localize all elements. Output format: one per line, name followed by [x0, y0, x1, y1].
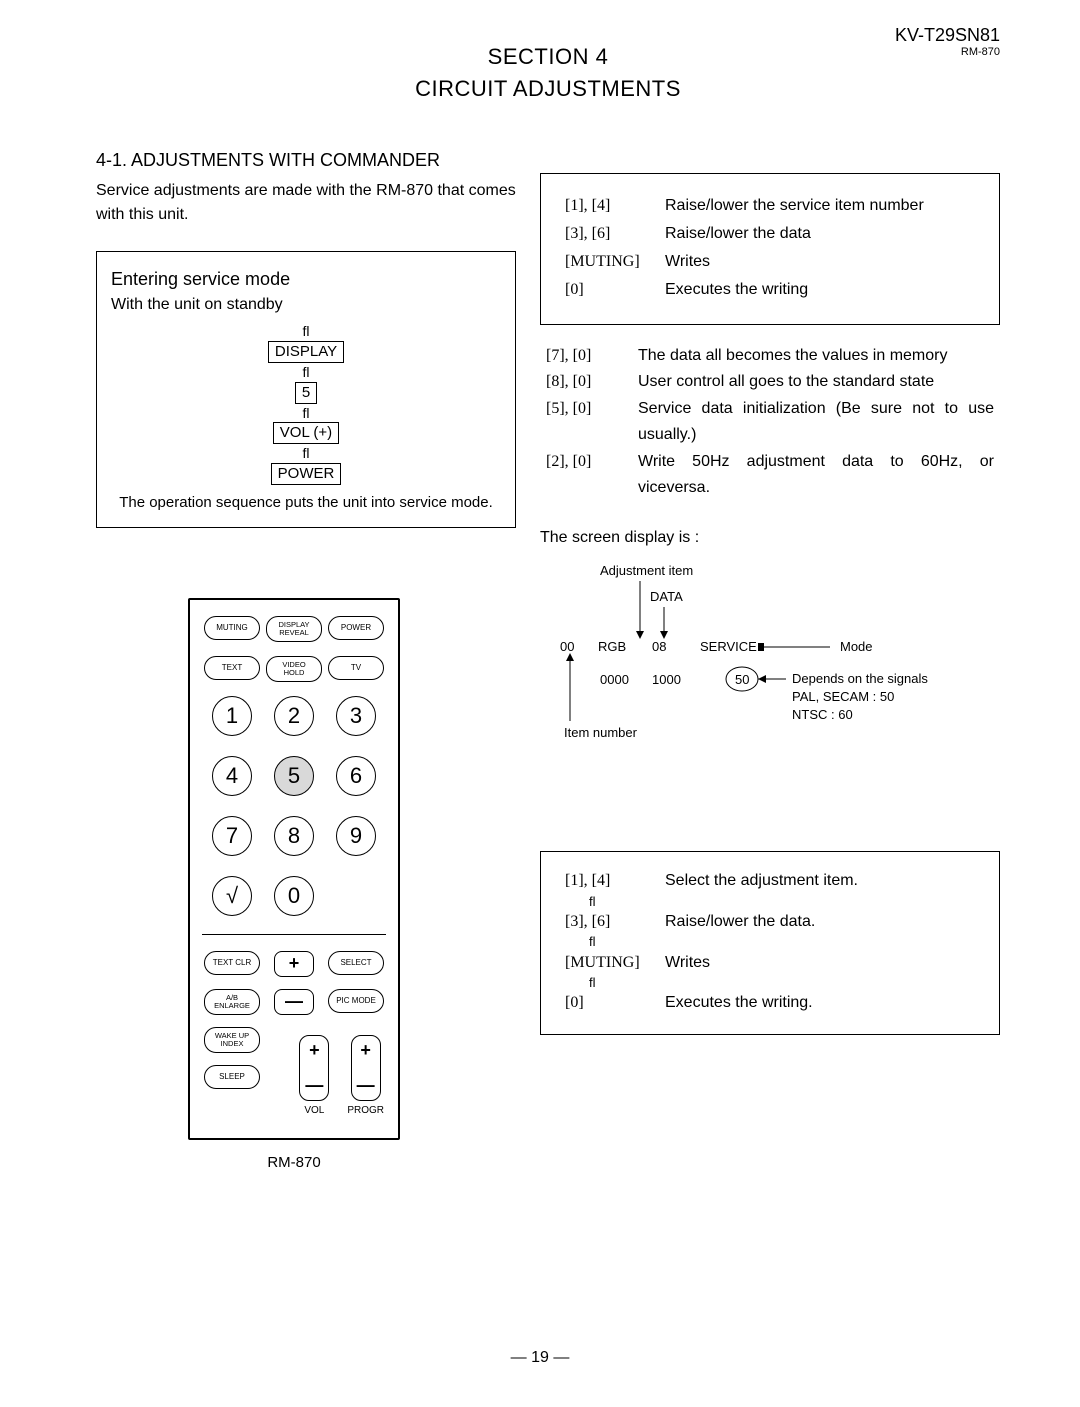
key: [7], [0] [546, 343, 616, 369]
section-line1: SECTION 4 [96, 44, 1000, 70]
key: [2], [0] [546, 449, 616, 475]
num-0: 0 [274, 876, 314, 916]
btn-muting: MUTING [204, 616, 260, 640]
svg-text:1000: 1000 [652, 672, 681, 687]
key: [3], [6] [565, 220, 643, 248]
svg-text:RGB: RGB [598, 639, 626, 654]
down-arrow-icon: fl [589, 893, 979, 911]
desc: Service data initialization (Be sure not… [638, 396, 994, 449]
svg-text:NTSC : 60: NTSC : 60 [792, 707, 853, 722]
svc-note: The operation sequence puts the unit int… [111, 492, 501, 515]
down-arrow-icon: fl [111, 405, 501, 422]
svg-text:08: 08 [652, 639, 666, 654]
desc: Writes [665, 248, 979, 276]
num-3: 3 [336, 696, 376, 736]
svg-text:50: 50 [735, 672, 749, 687]
svg-text:Depends on the signals: Depends on the signals [792, 671, 928, 686]
desc: The data all becomes the values in memor… [638, 343, 994, 369]
btn-ab-enlarge: A/BENLARGE [204, 989, 260, 1015]
btn-plus: + [274, 951, 314, 977]
num-8: 8 [274, 816, 314, 856]
btn-display-reveal: DISPLAYREVEAL [266, 616, 322, 642]
svg-text:00: 00 [560, 639, 574, 654]
service-mode-box: Entering service mode With the unit on s… [96, 251, 516, 528]
btn-power: POWER [328, 616, 384, 640]
num-6: 6 [336, 756, 376, 796]
btn-text: TEXT [204, 656, 260, 680]
num-9: 9 [336, 816, 376, 856]
divider [202, 934, 386, 935]
desc: Writes [665, 952, 979, 974]
desc: Raise/lower the data. [665, 911, 979, 933]
num-1: 1 [212, 696, 252, 736]
section-title: SECTION 4 CIRCUIT ADJUSTMENTS [96, 44, 1000, 102]
model-main: KV-T29SN81 [895, 26, 1000, 46]
key: [MUTING] [565, 952, 643, 974]
rocker-vol: +— [299, 1035, 329, 1101]
down-arrow-icon: fl [111, 323, 501, 340]
down-arrow-icon: fl [111, 364, 501, 381]
num-ent: √ [212, 876, 252, 916]
desc: Executes the writing. [665, 992, 979, 1014]
screen-caption: The screen display is : [540, 529, 1000, 547]
model-sub: RM-870 [895, 46, 1000, 58]
desc: Write 50Hz adjustment data to 60Hz, or v… [638, 449, 994, 502]
num-5: 5 [274, 756, 314, 796]
page-number: — 19 — [0, 1349, 1080, 1367]
svg-text:DATA: DATA [650, 589, 683, 604]
key-table-a: [1], [4] Raise/lower the service item num… [540, 173, 1000, 325]
remote-caption: RM-870 [188, 1154, 400, 1171]
down-arrow-icon: fl [111, 445, 501, 462]
svg-text:SERVICE: SERVICE [700, 639, 757, 654]
subsection-heading: 4-1. ADJUSTMENTS WITH COMMANDER [96, 150, 1000, 171]
svg-text:0000: 0000 [600, 672, 629, 687]
svg-text:Mode: Mode [840, 639, 873, 654]
btn-tv: TV [328, 656, 384, 680]
screen-display-figure: Adjustment item DATA 00 RGB 08 SERVICE 5… [540, 561, 960, 761]
btn-minus: — [274, 989, 314, 1015]
key-power: POWER [271, 463, 342, 485]
svg-text:Adjustment item: Adjustment item [600, 563, 693, 578]
key-5: 5 [295, 382, 317, 404]
label-vol: VOL [304, 1105, 324, 1116]
remote-control: MUTING DISPLAYREVEAL POWER TEXT VIDEOHOL… [188, 598, 400, 1140]
down-arrow-icon: fl [589, 933, 979, 951]
label-progr: PROGR [347, 1105, 384, 1116]
btn-video-hold: VIDEOHOLD [266, 656, 322, 682]
key: [8], [0] [546, 369, 616, 395]
intro-text: Service adjustments are made with the RM… [96, 179, 516, 227]
desc: Raise/lower the service item number [665, 192, 979, 220]
num-7: 7 [212, 816, 252, 856]
svg-text:Item number: Item number [564, 725, 638, 740]
btn-textclr: TEXT CLR [204, 951, 260, 975]
key-table-b: [7], [0] The data all becomes the values … [540, 343, 1000, 501]
desc: Raise/lower the data [665, 220, 979, 248]
btn-sleep: SLEEP [204, 1065, 260, 1089]
key: [5], [0] [546, 396, 616, 422]
key: [1], [4] [565, 192, 643, 220]
key-table-c: [1], [4] Select the adjustment item. fl [… [540, 851, 1000, 1035]
key: [0] [565, 276, 643, 304]
svc-standby: With the unit on standby [111, 293, 501, 317]
rocker-progr: +— [351, 1035, 381, 1101]
btn-select: SELECT [328, 951, 384, 975]
section-line2: CIRCUIT ADJUSTMENTS [96, 76, 1000, 102]
key-vol-plus: VOL (+) [273, 422, 339, 444]
svg-text:PAL, SECAM : 50: PAL, SECAM : 50 [792, 689, 894, 704]
down-arrow-icon: fl [589, 974, 979, 992]
btn-wakeup-index: WAKE UPINDEX [204, 1027, 260, 1053]
btn-picmode: PIC MODE [328, 989, 384, 1013]
desc: Executes the writing [665, 276, 979, 304]
key: [MUTING] [565, 248, 643, 276]
desc: User control all goes to the standard st… [638, 369, 994, 395]
key-display: DISPLAY [268, 341, 344, 363]
key: [3], [6] [565, 911, 643, 933]
num-4: 4 [212, 756, 252, 796]
svc-title: Entering service mode [111, 266, 501, 293]
key: [1], [4] [565, 870, 643, 892]
desc: Select the adjustment item. [665, 870, 979, 892]
model-number: KV-T29SN81 RM-870 [895, 26, 1000, 58]
num-2: 2 [274, 696, 314, 736]
key: [0] [565, 992, 643, 1014]
